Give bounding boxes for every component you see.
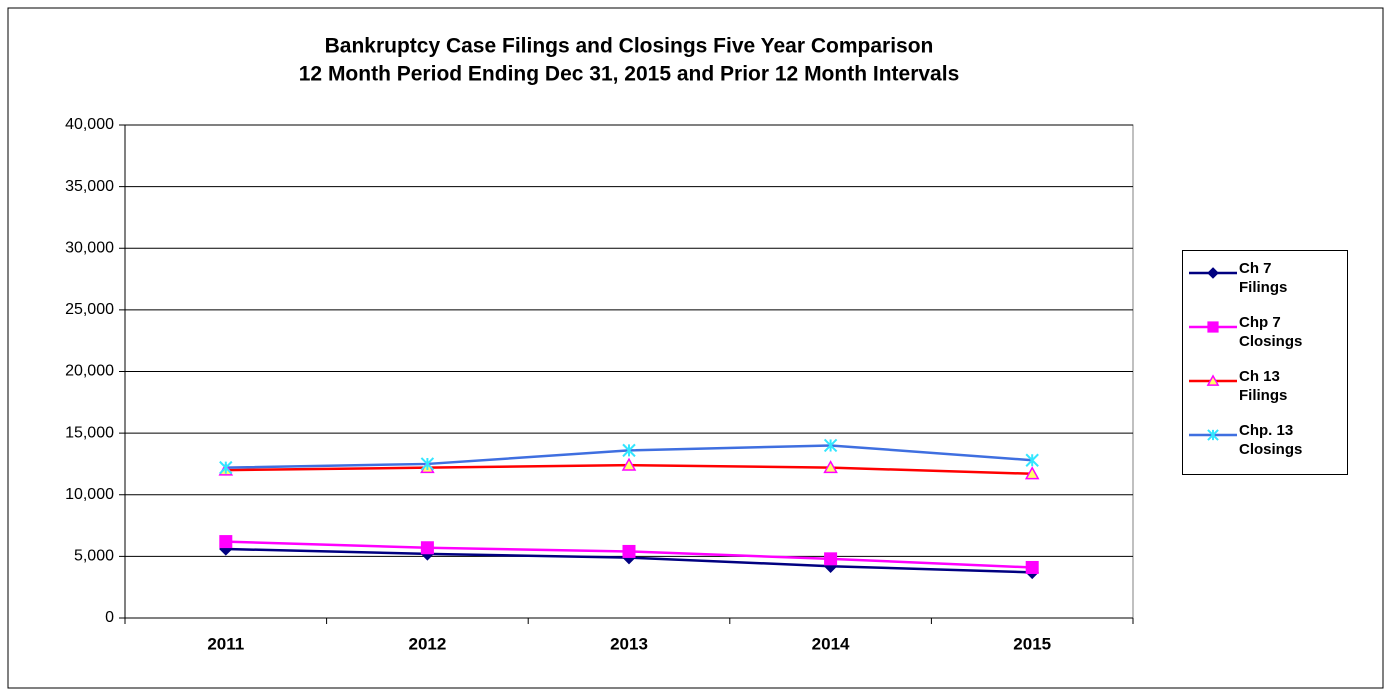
y-tick-label: 10,000 bbox=[65, 486, 114, 503]
marker bbox=[622, 544, 636, 558]
y-tick-label: 5,000 bbox=[74, 548, 114, 565]
y-tick-label: 35,000 bbox=[65, 178, 114, 195]
x-tick-label: 2013 bbox=[610, 634, 648, 653]
chart-title: Bankruptcy Case Filings and Closings Fiv… bbox=[325, 35, 934, 58]
marker bbox=[823, 460, 838, 474]
marker bbox=[621, 457, 637, 471]
marker bbox=[420, 541, 434, 555]
marker bbox=[219, 535, 233, 549]
legend-item: Ch 13 Filings bbox=[1183, 367, 1349, 417]
legend-label: Ch 7 Filings bbox=[1239, 260, 1288, 296]
marker bbox=[823, 438, 838, 453]
marker bbox=[1207, 429, 1219, 441]
y-tick-label: 15,000 bbox=[65, 424, 114, 441]
x-tick-label: 2011 bbox=[207, 634, 244, 653]
marker bbox=[1025, 560, 1039, 574]
legend-swatch bbox=[1189, 321, 1237, 333]
y-tick-label: 25,000 bbox=[65, 301, 114, 318]
marker bbox=[420, 457, 435, 471]
legend: Ch 7 Filings Chp 7 Closings Ch 13 Filings C… bbox=[1182, 250, 1348, 475]
x-tick-label: 2012 bbox=[408, 634, 446, 653]
legend-swatch bbox=[1189, 374, 1237, 386]
legend-item: Ch 7 Filings bbox=[1183, 259, 1349, 309]
marker bbox=[1024, 466, 1040, 480]
y-tick-label: 30,000 bbox=[65, 239, 114, 256]
marker bbox=[824, 552, 838, 566]
legend-label: Ch 13 Filings bbox=[1239, 368, 1288, 404]
legend-item: Chp. 13 Closings bbox=[1183, 421, 1349, 471]
x-tick-label: 2014 bbox=[812, 634, 850, 653]
marker bbox=[219, 460, 233, 475]
marker bbox=[1207, 267, 1219, 279]
legend-item: Chp 7 Closings bbox=[1183, 313, 1349, 363]
chart-subtitle: 12 Month Period Ending Dec 31, 2015 and … bbox=[299, 63, 960, 86]
legend-label: Chp 7 Closings bbox=[1239, 314, 1303, 350]
legend-label: Chp. 13 Closings bbox=[1239, 422, 1303, 458]
marker bbox=[1025, 453, 1039, 467]
y-tick-label: 40,000 bbox=[65, 116, 114, 133]
y-tick-label: 20,000 bbox=[65, 363, 114, 380]
marker bbox=[1206, 374, 1220, 386]
legend-swatch bbox=[1189, 429, 1237, 441]
marker bbox=[1207, 321, 1219, 333]
marker bbox=[622, 443, 636, 458]
y-tick-label: 0 bbox=[105, 609, 114, 626]
x-tick-label: 2015 bbox=[1013, 634, 1051, 653]
legend-swatch bbox=[1189, 267, 1237, 279]
